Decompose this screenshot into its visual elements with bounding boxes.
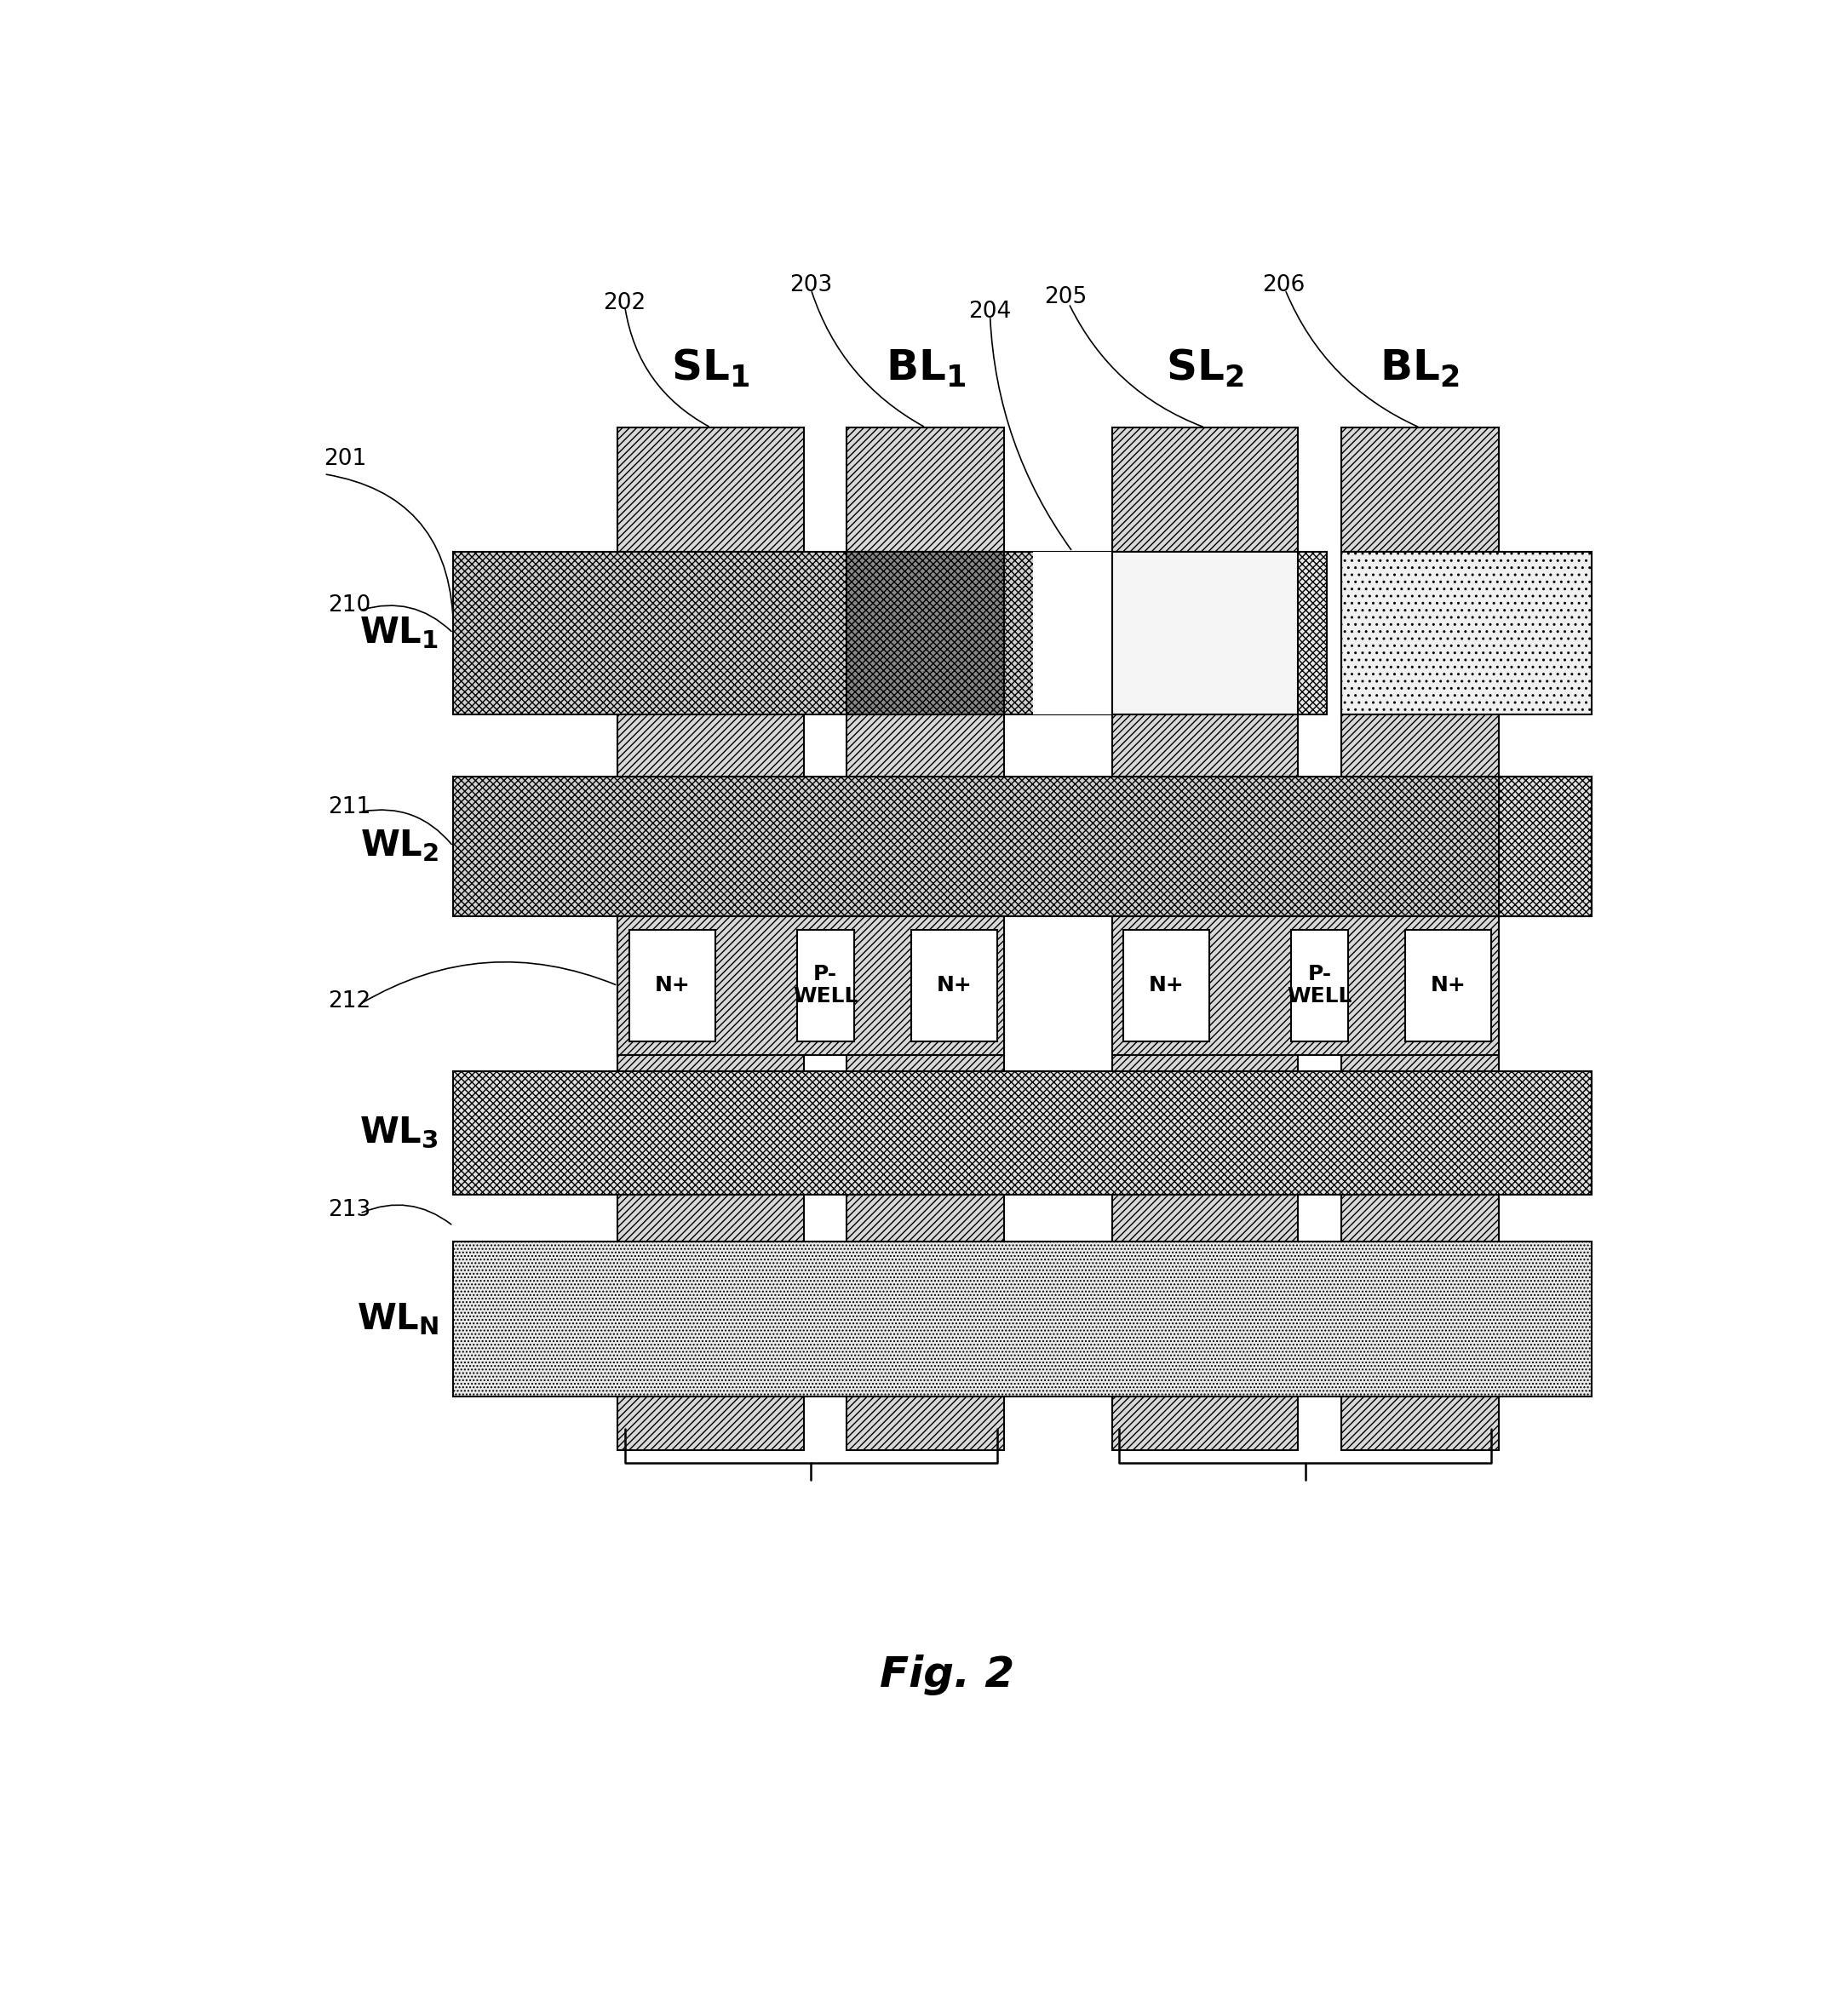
Bar [1124, 930, 1209, 1041]
Bar [1033, 552, 1112, 715]
Text: P-
WELL: P- WELL [1286, 964, 1353, 1006]
Text: $\mathbf{WL_N}$: $\mathbf{WL_N}$ [357, 1300, 438, 1337]
Text: N+: N+ [1430, 976, 1465, 996]
Bar [1112, 552, 1297, 715]
Bar [1342, 427, 1499, 1451]
Text: N+: N+ [1148, 976, 1185, 996]
Text: 213: 213 [329, 1200, 371, 1222]
Text: $\mathbf{WL_2}$: $\mathbf{WL_2}$ [360, 827, 438, 864]
Bar [453, 552, 1112, 715]
Bar [1342, 552, 1591, 715]
Text: 212: 212 [329, 990, 371, 1013]
Bar [1499, 777, 1591, 916]
Text: $\mathbf{WL_1}$: $\mathbf{WL_1}$ [359, 616, 438, 650]
Bar [1290, 930, 1347, 1041]
Text: N+: N+ [937, 976, 972, 996]
Bar [1404, 930, 1491, 1041]
Bar [846, 427, 1005, 1451]
Bar [453, 777, 1591, 916]
Bar [1112, 916, 1499, 1055]
Text: 211: 211 [329, 797, 371, 819]
Bar [453, 1242, 1591, 1397]
Text: Fig. 2: Fig. 2 [880, 1655, 1015, 1695]
Bar [617, 916, 1005, 1055]
Text: 206: 206 [1262, 274, 1305, 296]
Text: 205: 205 [1044, 286, 1087, 308]
Bar [628, 930, 715, 1041]
Text: 202: 202 [602, 292, 647, 314]
Text: $\mathbf{BL_1}$: $\mathbf{BL_1}$ [885, 348, 967, 389]
Text: $\mathbf{SL_2}$: $\mathbf{SL_2}$ [1166, 346, 1244, 389]
Text: $\mathbf{SL_1}$: $\mathbf{SL_1}$ [671, 346, 750, 389]
Bar [617, 427, 804, 1451]
Bar [1112, 552, 1327, 715]
Text: P-
WELL: P- WELL [793, 964, 857, 1006]
Text: 210: 210 [329, 594, 371, 616]
Bar [796, 930, 854, 1041]
Text: N+: N+ [654, 976, 689, 996]
Text: 201: 201 [323, 447, 368, 469]
Bar [1112, 427, 1297, 1451]
Bar [911, 930, 998, 1041]
Text: $\mathbf{WL_3}$: $\mathbf{WL_3}$ [360, 1115, 438, 1151]
Bar [846, 552, 1005, 715]
Text: $\mathbf{BL_2}$: $\mathbf{BL_2}$ [1380, 348, 1460, 389]
Text: 203: 203 [789, 274, 832, 296]
Bar [453, 1071, 1591, 1196]
Text: 204: 204 [968, 300, 1011, 322]
